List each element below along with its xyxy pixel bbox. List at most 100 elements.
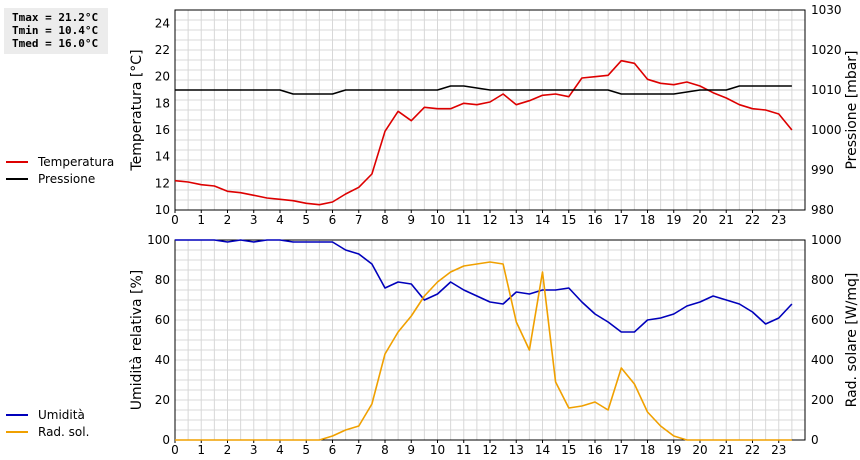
y-left-tick-label: 20 xyxy=(155,393,170,407)
y-left-tick-label: 24 xyxy=(155,16,170,30)
series-line-rad-sol- xyxy=(175,261,792,441)
x-tick-label: 0 xyxy=(171,443,179,457)
legend-label-temperatura: Temperatura xyxy=(38,155,115,169)
x-tick-label: 16 xyxy=(587,443,602,457)
tmin-label: Tmin = 10.4°C xyxy=(12,24,99,37)
legend-umidita: Umidità xyxy=(6,407,85,423)
x-tick-label: 18 xyxy=(640,443,655,457)
x-tick-label: 14 xyxy=(535,213,550,227)
y-right-tick-label: 1020 xyxy=(811,43,842,57)
y-left-axis-label: Umidità relativa [%] xyxy=(129,270,145,411)
y-right-tick-label: 1000 xyxy=(811,233,842,247)
x-tick-label: 10 xyxy=(430,443,445,457)
y-right-tick-label: 800 xyxy=(811,273,834,287)
series-line-umidit- xyxy=(175,239,793,333)
x-tick-label: 2 xyxy=(224,213,232,227)
x-tick-label: 7 xyxy=(355,443,363,457)
x-tick-label: 19 xyxy=(666,443,681,457)
y-left-tick-label: 16 xyxy=(155,123,170,137)
legend-pressione: Pressione xyxy=(6,171,95,187)
x-tick-label: 11 xyxy=(456,213,471,227)
x-tick-label: 23 xyxy=(771,443,786,457)
x-tick-label: 11 xyxy=(456,443,471,457)
x-tick-label: 4 xyxy=(276,213,284,227)
y-left-tick-label: 40 xyxy=(155,353,170,367)
y-left-tick-label: 14 xyxy=(155,150,170,164)
legend-label-radsol: Rad. sol. xyxy=(38,425,90,439)
x-tick-label: 12 xyxy=(482,213,497,227)
legend-radsol: Rad. sol. xyxy=(6,424,89,440)
x-tick-label: 1 xyxy=(197,213,205,227)
x-tick-label: 20 xyxy=(692,443,707,457)
x-tick-label: 6 xyxy=(329,443,337,457)
x-tick-label: 13 xyxy=(509,213,524,227)
x-tick-label: 21 xyxy=(719,443,734,457)
x-tick-label: 3 xyxy=(250,443,258,457)
y-left-tick-label: 20 xyxy=(155,70,170,84)
x-tick-label: 5 xyxy=(302,443,310,457)
y-right-tick-label: 400 xyxy=(811,353,834,367)
x-tick-label: 8 xyxy=(381,443,389,457)
panel-top: 0 1 2 3 4 5 6 7 8 9 10 11 12 13 14 15 16 17 18 19 20 21 22 2310… xyxy=(129,3,860,227)
y-right-tick-label: 1030 xyxy=(811,3,842,17)
y-left-tick-label: 12 xyxy=(155,176,170,190)
x-tick-label: 4 xyxy=(276,443,284,457)
x-tick-label: 8 xyxy=(381,213,389,227)
x-tick-label: 7 xyxy=(355,213,363,227)
legend-temperatura: Temperatura xyxy=(6,154,114,170)
y-left-tick-label: 60 xyxy=(155,313,170,327)
x-tick-label: 9 xyxy=(407,213,415,227)
y-left-tick-label: 0 xyxy=(162,433,170,447)
panel-bottom: 0 1 2 3 4 5 6 7 8 9 10 11 12 13 14 15 16 17 18 19 20 21 22 2302… xyxy=(129,233,860,457)
x-tick-label: 1 xyxy=(197,443,205,457)
x-tick-label: 12 xyxy=(482,443,497,457)
x-tick-label: 14 xyxy=(535,443,550,457)
stats-box: Tmax = 21.2°C Tmin = 10.4°C Tmed = 16.0°… xyxy=(4,8,108,54)
x-tick-label: 18 xyxy=(640,213,655,227)
x-tick-label: 21 xyxy=(719,213,734,227)
y-right-tick-label: 200 xyxy=(811,393,834,407)
y-left-tick-label: 18 xyxy=(155,96,170,110)
temperatura-swatch xyxy=(6,161,28,163)
radsol-swatch xyxy=(6,431,28,433)
tmax-label: Tmax = 21.2°C xyxy=(12,11,99,24)
y-right-tick-label: 600 xyxy=(811,313,834,327)
y-left-axis-label: Temperatura [°C] xyxy=(129,49,145,171)
x-tick-label: 0 xyxy=(171,213,179,227)
umidita-swatch xyxy=(6,414,28,416)
x-tick-label: 10 xyxy=(430,213,445,227)
y-right-tick-label: 1000 xyxy=(811,123,842,137)
x-tick-label: 5 xyxy=(302,213,310,227)
legend-label-umidita: Umidità xyxy=(38,408,85,422)
y-right-axis-label: Rad. solare [W/mq] xyxy=(844,273,860,408)
pressione-swatch xyxy=(6,178,28,180)
x-tick-label: 20 xyxy=(692,213,707,227)
x-tick-label: 16 xyxy=(587,213,602,227)
x-tick-label: 23 xyxy=(771,213,786,227)
x-tick-label: 6 xyxy=(329,213,337,227)
x-tick-label: 2 xyxy=(224,443,232,457)
y-right-tick-label: 1010 xyxy=(811,83,842,97)
y-left-tick-label: 80 xyxy=(155,273,170,287)
y-left-tick-label: 22 xyxy=(155,43,170,57)
x-tick-label: 9 xyxy=(407,443,415,457)
x-tick-label: 15 xyxy=(561,443,576,457)
y-left-tick-label: 10 xyxy=(155,203,170,217)
x-tick-label: 15 xyxy=(561,213,576,227)
y-right-tick-label: 0 xyxy=(811,433,819,447)
x-tick-label: 17 xyxy=(614,213,629,227)
y-left-tick-label: 100 xyxy=(147,233,170,247)
x-tick-label: 3 xyxy=(250,213,258,227)
x-tick-label: 19 xyxy=(666,213,681,227)
x-tick-label: 22 xyxy=(745,213,760,227)
legend-label-pressione: Pressione xyxy=(38,172,96,186)
series-line-pressione xyxy=(175,85,792,95)
x-tick-label: 22 xyxy=(745,443,760,457)
y-right-tick-label: 980 xyxy=(811,203,834,217)
x-tick-label: 17 xyxy=(614,443,629,457)
y-right-axis-label: Pressione [mbar] xyxy=(844,50,860,169)
y-right-tick-label: 990 xyxy=(811,163,834,177)
x-tick-label: 13 xyxy=(509,443,524,457)
series-line-temperatura xyxy=(174,59,793,206)
